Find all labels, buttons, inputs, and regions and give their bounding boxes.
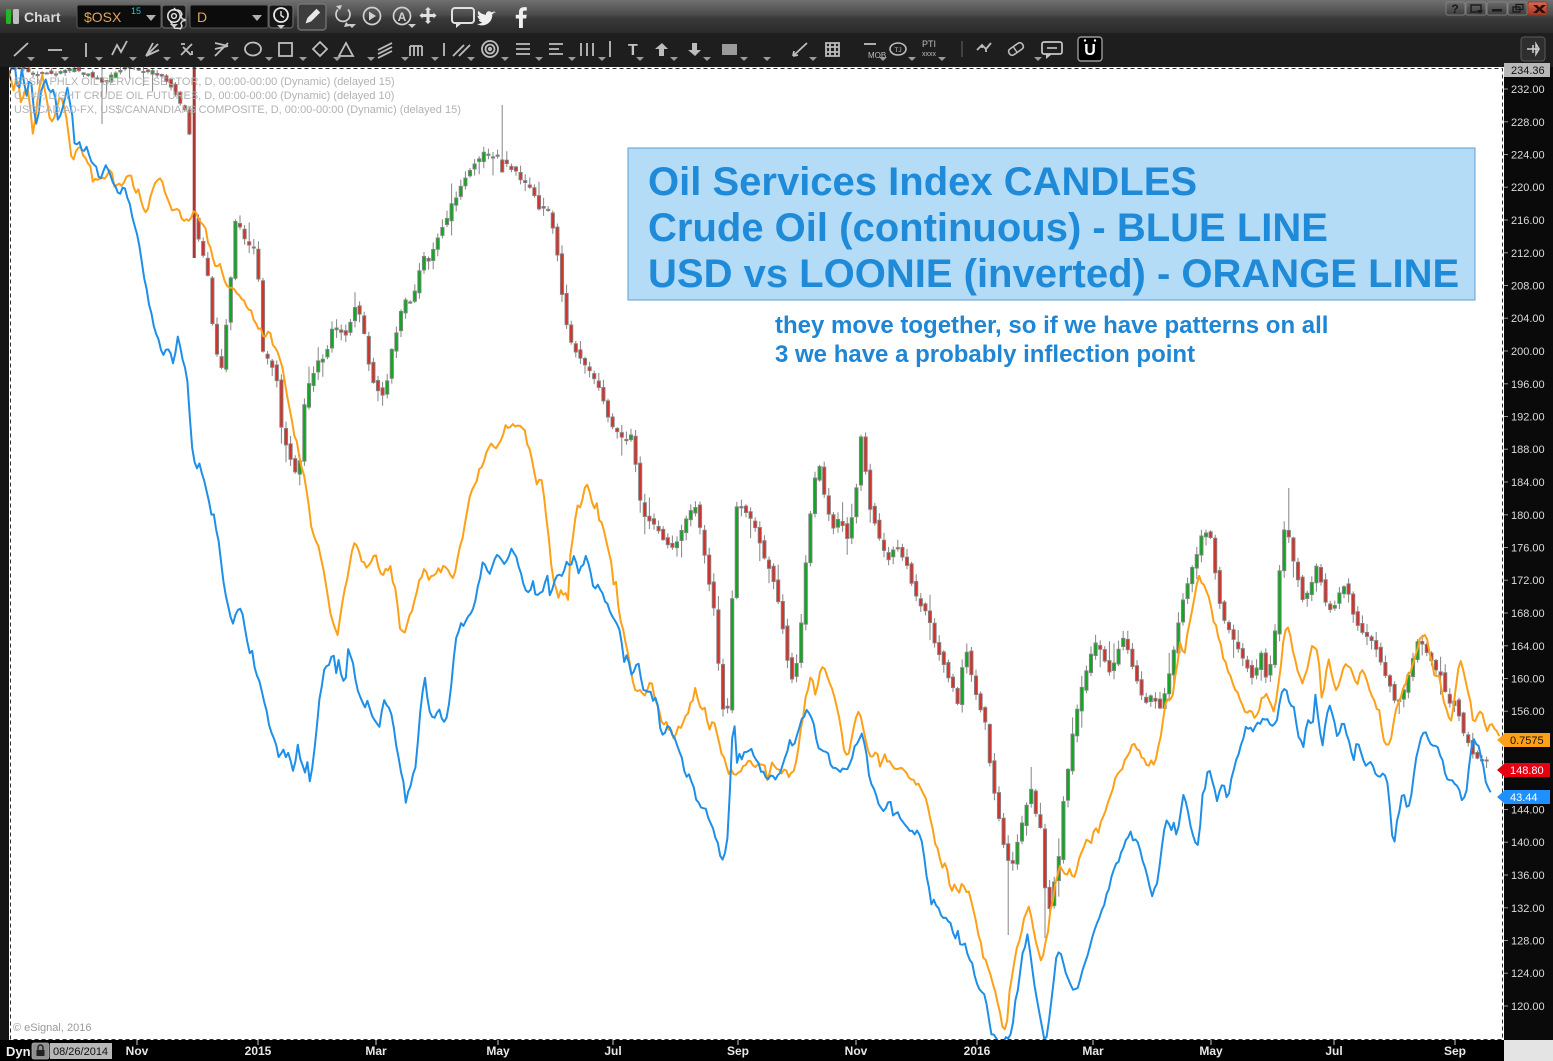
svg-text:196.00: 196.00 — [1511, 379, 1545, 391]
svg-text:156.00: 156.00 — [1511, 706, 1545, 718]
svg-text:184.00: 184.00 — [1511, 477, 1545, 489]
svg-text:224.00: 224.00 — [1511, 150, 1545, 162]
svg-text:144.00: 144.00 — [1511, 805, 1545, 817]
svg-text:168.00: 168.00 — [1511, 608, 1545, 620]
svg-text:216.00: 216.00 — [1511, 215, 1545, 227]
svg-text:Mar: Mar — [365, 1044, 387, 1058]
svg-text:they move together, so if we h: they move together, so if we have patter… — [775, 312, 1328, 339]
svg-text:180.00: 180.00 — [1511, 510, 1545, 522]
svg-text:200.00: 200.00 — [1511, 346, 1545, 358]
svg-text:15: 15 — [131, 6, 141, 16]
svg-text:Oil Services Index CANDLES: Oil Services Index CANDLES — [648, 160, 1197, 204]
svg-text:234.36: 234.36 — [1511, 65, 1545, 77]
svg-text:132.00: 132.00 — [1511, 903, 1545, 915]
svg-text:228.00: 228.00 — [1511, 117, 1545, 129]
svg-text:164.00: 164.00 — [1511, 641, 1545, 653]
svg-text:08/26/2014: 08/26/2014 — [53, 1046, 108, 1058]
svg-text:USD vs LOONIE (inverted) - ORA: USD vs LOONIE (inverted) - ORANGE LINE — [648, 252, 1459, 296]
svg-text:Sep: Sep — [727, 1044, 749, 1058]
svg-text:120.00: 120.00 — [1511, 1001, 1545, 1013]
svg-text:192.00: 192.00 — [1511, 412, 1545, 424]
svg-text:160.00: 160.00 — [1511, 674, 1545, 686]
svg-text:188.00: 188.00 — [1511, 444, 1545, 456]
svg-text:Nov: Nov — [126, 1044, 149, 1058]
svg-text:xxxx: xxxx — [922, 51, 937, 58]
svg-text:136.00: 136.00 — [1511, 870, 1545, 882]
svg-text:148.80: 148.80 — [1510, 765, 1544, 777]
svg-text:Mar: Mar — [1082, 1044, 1104, 1058]
svg-text:232.00: 232.00 — [1511, 84, 1545, 96]
svg-text:140.00: 140.00 — [1511, 837, 1545, 849]
svg-text:© eSignal, 2016: © eSignal, 2016 — [13, 1022, 91, 1034]
svg-text:T: T — [628, 42, 638, 59]
svg-text:3 we have a probably inflectio: 3 we have a probably inflection point — [775, 341, 1195, 368]
svg-text:0.7575: 0.7575 — [1510, 735, 1544, 747]
svg-text:Jul: Jul — [604, 1044, 621, 1058]
svg-text:?: ? — [1451, 2, 1458, 16]
svg-text:Sep: Sep — [1444, 1044, 1466, 1058]
svg-text:$OSX: $OSX — [84, 9, 122, 25]
svg-text:MOB: MOB — [868, 51, 886, 60]
svg-text:PTI: PTI — [922, 39, 936, 49]
svg-text:USDCAD A0-FX, US$/CANANDIAN$ C: USDCAD A0-FX, US$/CANANDIAN$ COMPOSITE, … — [14, 104, 461, 116]
svg-text:2016: 2016 — [964, 1044, 991, 1058]
svg-text:43.44: 43.44 — [1510, 792, 1538, 804]
svg-text:172.00: 172.00 — [1511, 575, 1545, 587]
svg-text:$OSX, PHLX OIL SERVICE SECTOR,: $OSX, PHLX OIL SERVICE SECTOR, D, 00:00-… — [14, 76, 395, 88]
svg-text:May: May — [486, 1044, 510, 1058]
svg-text:204.00: 204.00 — [1511, 313, 1545, 325]
svg-text:128.00: 128.00 — [1511, 936, 1545, 948]
svg-text:TJ: TJ — [894, 47, 901, 54]
svg-text:Nov: Nov — [845, 1044, 868, 1058]
svg-text:Crude Oil (continuous) - BLUE: Crude Oil (continuous) - BLUE LINE — [648, 206, 1328, 250]
svg-text:D: D — [197, 9, 207, 25]
svg-text:176.00: 176.00 — [1511, 543, 1545, 555]
svg-text:212.00: 212.00 — [1511, 248, 1545, 260]
svg-text:220.00: 220.00 — [1511, 182, 1545, 194]
svg-text:124.00: 124.00 — [1511, 968, 1545, 980]
svg-text:A: A — [398, 10, 407, 24]
svg-text:Dyn: Dyn — [6, 1044, 31, 1059]
svg-text:CL #F, LIGHT CRUDE OIL FUTURES: CL #F, LIGHT CRUDE OIL FUTURES, D, 00:00… — [14, 90, 394, 102]
svg-text:Chart: Chart — [24, 9, 61, 25]
svg-text:U: U — [1084, 42, 1096, 59]
svg-text:May: May — [1199, 1044, 1223, 1058]
svg-text:208.00: 208.00 — [1511, 281, 1545, 293]
svg-text:2015: 2015 — [245, 1044, 272, 1058]
svg-text:Jul: Jul — [1325, 1044, 1342, 1058]
